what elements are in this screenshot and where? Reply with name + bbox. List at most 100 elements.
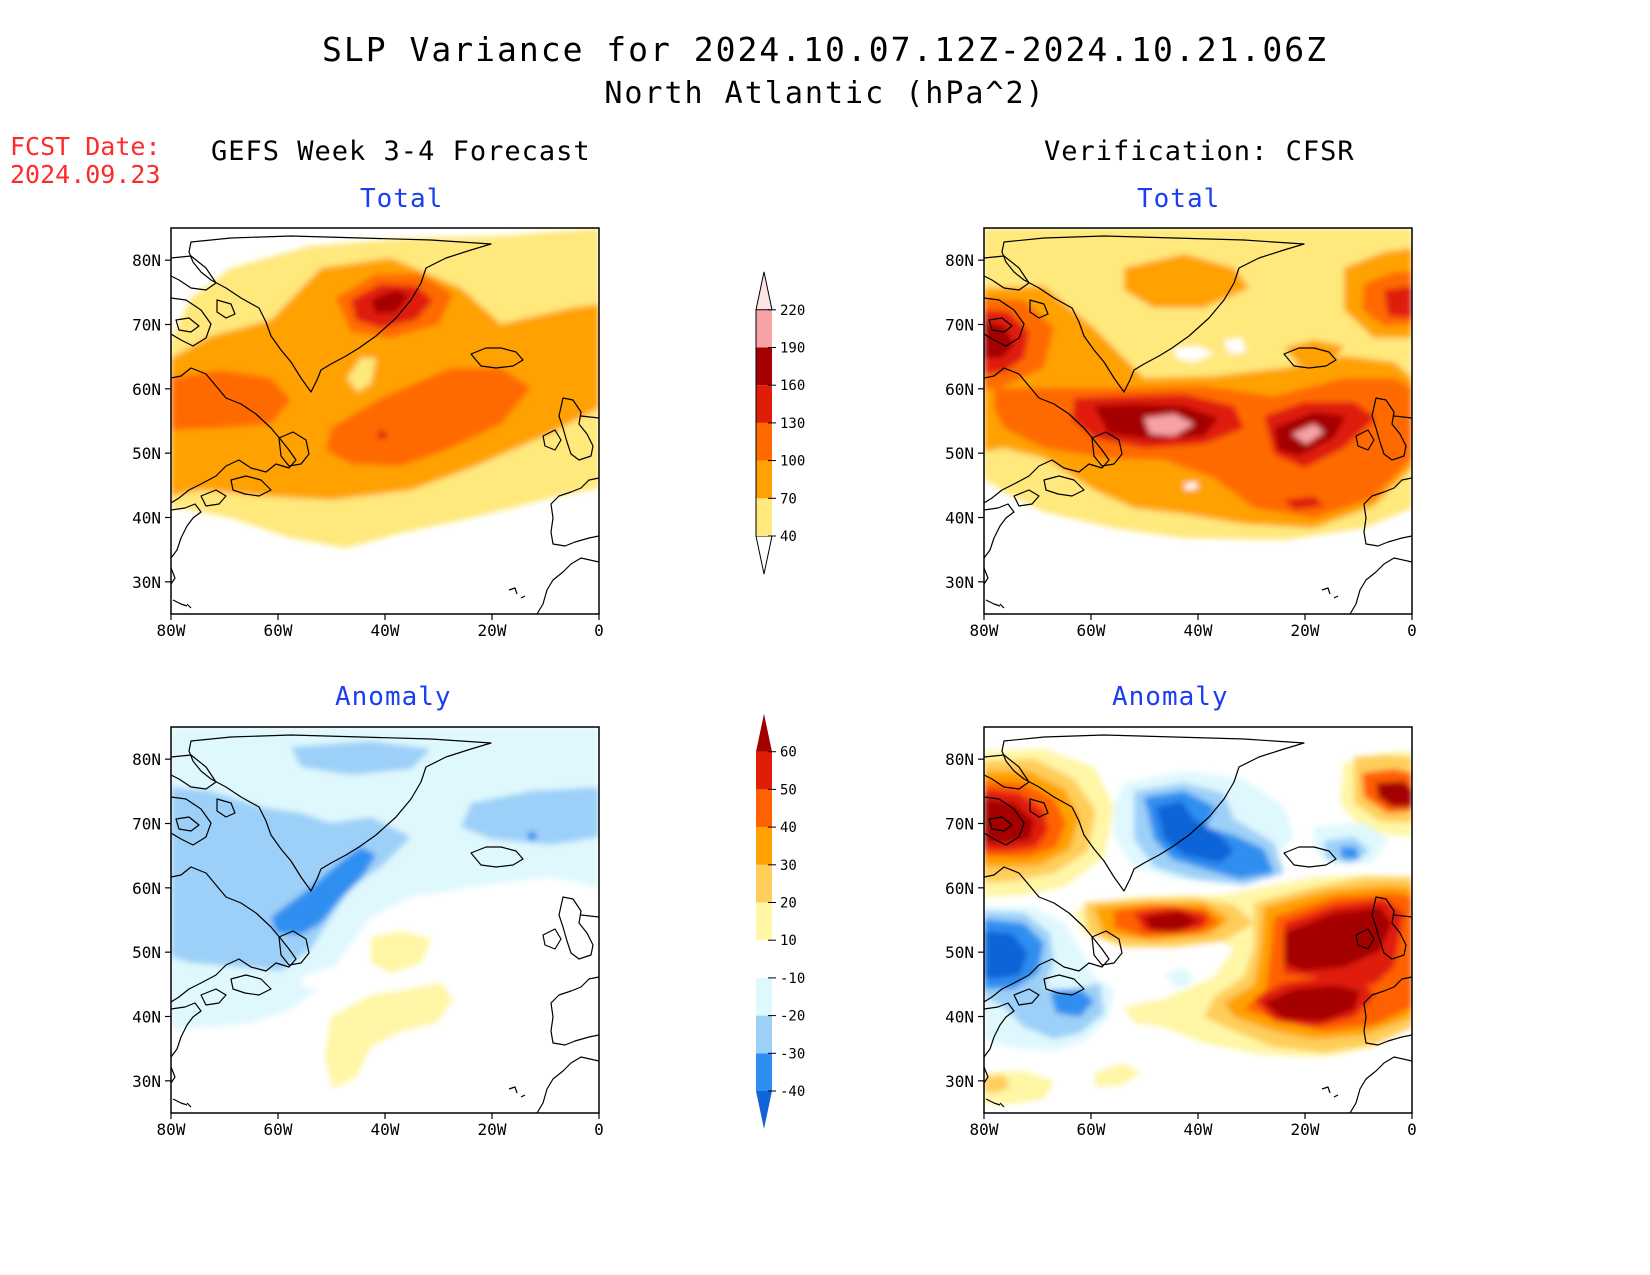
lon-tick-label: 40W bbox=[1184, 621, 1213, 640]
forecast-anomaly-map bbox=[171, 727, 599, 1113]
colorbar-label: 100 bbox=[780, 454, 805, 470]
colorbar-swatch bbox=[756, 940, 772, 978]
anomaly-colorbar: -40 -30 -20 -10 10 20 30 40 50 60 bbox=[756, 713, 805, 1129]
colorbar-swatch bbox=[756, 309, 772, 348]
lat-tick-label: 80N bbox=[132, 251, 161, 270]
lat-tick-label: 30N bbox=[945, 1072, 974, 1091]
lat-tick-label: 80N bbox=[945, 750, 974, 769]
colorbar-swatch bbox=[756, 864, 772, 903]
lat-tick-label: 60N bbox=[945, 879, 974, 898]
forecast-total-panel bbox=[170, 227, 600, 615]
colorbar-label: 70 bbox=[780, 491, 797, 507]
colorbar-label: 40 bbox=[780, 529, 797, 545]
colorbar-swatch bbox=[756, 460, 772, 499]
forecast-total-map bbox=[171, 228, 599, 614]
colorbar-label: -30 bbox=[780, 1046, 805, 1062]
lat-tick-label: 40N bbox=[132, 509, 161, 528]
main-title: SLP Variance for 2024.10.07.12Z-2024.10.… bbox=[322, 30, 1328, 69]
lat-tick-label: 50N bbox=[945, 943, 974, 962]
colorbar-swatch bbox=[756, 789, 772, 828]
lat-tick-label: 30N bbox=[132, 573, 161, 592]
verification-total-title: Total bbox=[1137, 184, 1221, 214]
verification-anomaly-map bbox=[984, 727, 1412, 1113]
colorbar-label: 20 bbox=[780, 896, 797, 912]
lon-tick-label: 60W bbox=[1077, 621, 1106, 640]
lon-tick-label: 20W bbox=[1291, 1120, 1320, 1139]
colorbar-label: 40 bbox=[780, 820, 797, 836]
lon-tick-label: 40W bbox=[371, 621, 400, 640]
colorbar-label: -10 bbox=[780, 971, 805, 987]
lat-tick-label: 80N bbox=[945, 251, 974, 270]
colorbar-swatch bbox=[756, 977, 772, 1016]
lat-tick-label: 70N bbox=[132, 316, 161, 335]
lat-tick-label: 70N bbox=[945, 815, 974, 834]
lat-tick-label: 80N bbox=[132, 750, 161, 769]
colorbar-label: 50 bbox=[780, 782, 797, 798]
lon-tick-label: 80W bbox=[970, 621, 999, 640]
fcst-date-label: FCST Date: bbox=[10, 132, 161, 161]
colorbar-swatch bbox=[756, 1053, 772, 1091]
lat-tick-label: 60N bbox=[132, 879, 161, 898]
total-colorbar: 40 70 100 130 160 190 220 bbox=[755, 271, 805, 575]
lat-tick-label: 70N bbox=[132, 815, 161, 834]
colorbar-end-low bbox=[756, 1091, 772, 1129]
lon-tick-label: 0 bbox=[594, 621, 604, 640]
colorbar-swatch bbox=[756, 385, 772, 423]
forecast-anomaly-panel bbox=[170, 726, 600, 1114]
colorbar-label: 160 bbox=[780, 378, 805, 394]
lon-tick-label: 0 bbox=[594, 1120, 604, 1139]
lon-tick-label: 40W bbox=[1184, 1120, 1213, 1139]
lon-tick-label: 80W bbox=[970, 1120, 999, 1139]
colorbar-end-high bbox=[756, 713, 772, 752]
colorbar-label: 30 bbox=[780, 858, 797, 874]
lat-tick-label: 60N bbox=[132, 380, 161, 399]
colorbar-label: -20 bbox=[780, 1009, 805, 1025]
lat-tick-label: 50N bbox=[132, 943, 161, 962]
lon-tick-label: 60W bbox=[1077, 1120, 1106, 1139]
lat-tick-label: 40N bbox=[945, 1008, 974, 1027]
colorbar-swatch bbox=[756, 498, 772, 536]
lat-tick-label: 30N bbox=[945, 573, 974, 592]
colorbar-end-low bbox=[755, 535, 773, 575]
lon-tick-label: 40W bbox=[371, 1120, 400, 1139]
lon-tick-label: 60W bbox=[264, 1120, 293, 1139]
colorbar-swatch bbox=[756, 827, 772, 865]
verification-total-map bbox=[984, 228, 1412, 614]
colorbar-swatch bbox=[756, 1015, 772, 1054]
lon-tick-label: 80W bbox=[157, 621, 186, 640]
forecast-anomaly-title: Anomaly bbox=[335, 682, 452, 712]
lon-tick-label: 80W bbox=[157, 1120, 186, 1139]
fcst-date-value: 2024.09.23 bbox=[10, 160, 161, 189]
colorbar-label: 10 bbox=[780, 933, 797, 949]
forecast-column-title: GEFS Week 3-4 Forecast bbox=[211, 136, 591, 167]
lat-tick-label: 70N bbox=[945, 316, 974, 335]
verification-anomaly-title: Anomaly bbox=[1112, 682, 1229, 712]
forecast-total-title: Total bbox=[360, 184, 444, 214]
colorbar-label: 190 bbox=[780, 341, 805, 357]
colorbar-swatch bbox=[756, 902, 772, 941]
lon-tick-label: 0 bbox=[1407, 621, 1417, 640]
lat-tick-label: 40N bbox=[945, 509, 974, 528]
lat-tick-label: 40N bbox=[132, 1008, 161, 1027]
lat-tick-label: 50N bbox=[132, 444, 161, 463]
colorbar-swatch bbox=[756, 751, 772, 790]
lon-tick-label: 20W bbox=[478, 1120, 507, 1139]
lon-tick-label: 20W bbox=[1291, 621, 1320, 640]
lat-tick-label: 60N bbox=[945, 380, 974, 399]
colorbar-label: 130 bbox=[780, 416, 805, 432]
lon-tick-label: 60W bbox=[264, 621, 293, 640]
colorbar-swatch bbox=[756, 422, 772, 461]
lat-tick-label: 50N bbox=[945, 444, 974, 463]
colorbar-label: -40 bbox=[780, 1084, 805, 1100]
lat-tick-label: 30N bbox=[132, 1072, 161, 1091]
lon-tick-label: 20W bbox=[478, 621, 507, 640]
lon-tick-label: 0 bbox=[1407, 1120, 1417, 1139]
colorbar-label: 220 bbox=[780, 303, 805, 319]
verification-total-panel bbox=[983, 227, 1413, 615]
colorbar-label: 60 bbox=[780, 745, 797, 761]
verification-anomaly-panel bbox=[983, 726, 1413, 1114]
map-axes: 80N 70N 60N 50N 40N 30N 80W 60W 40W 20W 0 80N 70N 60N… bbox=[132, 251, 1417, 1139]
verification-column-title: Verification: CFSR bbox=[1044, 136, 1355, 167]
colorbar-swatch bbox=[756, 347, 772, 386]
